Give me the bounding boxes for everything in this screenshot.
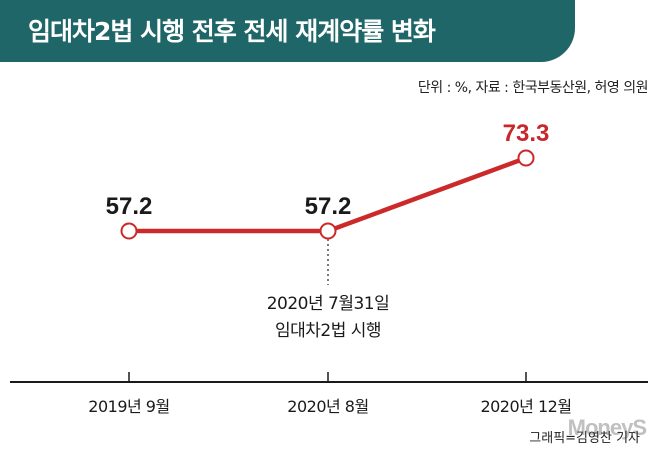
data-label: 73.3 bbox=[503, 120, 550, 147]
data-point bbox=[319, 222, 337, 240]
annotation-text-line-2: 임대차2법 시행 bbox=[275, 321, 381, 341]
data-point bbox=[517, 149, 535, 167]
data-label: 57.2 bbox=[305, 193, 352, 220]
labels-layer: 57.2 57.2 73.3 bbox=[106, 120, 550, 220]
points-layer bbox=[120, 149, 535, 240]
source-note: 단위 : %, 자료 : 한국부동산원, 허영 의원 bbox=[417, 80, 649, 96]
annotation-text-line-1: 2020년 7월31일 bbox=[267, 294, 390, 314]
x-tick-label: 2019년 9월 bbox=[88, 397, 169, 416]
x-tick-label: 2020년 8월 bbox=[287, 397, 368, 416]
page-title: 임대차2법 시행 전후 전세 재계약률 변화 bbox=[28, 17, 436, 46]
x-ticks: 2019년 9월 2020년 8월 2020년 12월 bbox=[88, 372, 572, 416]
title-banner: 임대차2법 시행 전후 전세 재계약률 변화 bbox=[0, 0, 575, 62]
data-label: 57.2 bbox=[106, 193, 153, 220]
data-point bbox=[120, 222, 138, 240]
x-tick-label: 2020년 12월 bbox=[480, 397, 571, 416]
watermark-logo: MoneyS bbox=[567, 415, 647, 440]
graphic-credit: 그래픽=김영찬 기자 bbox=[529, 431, 640, 446]
